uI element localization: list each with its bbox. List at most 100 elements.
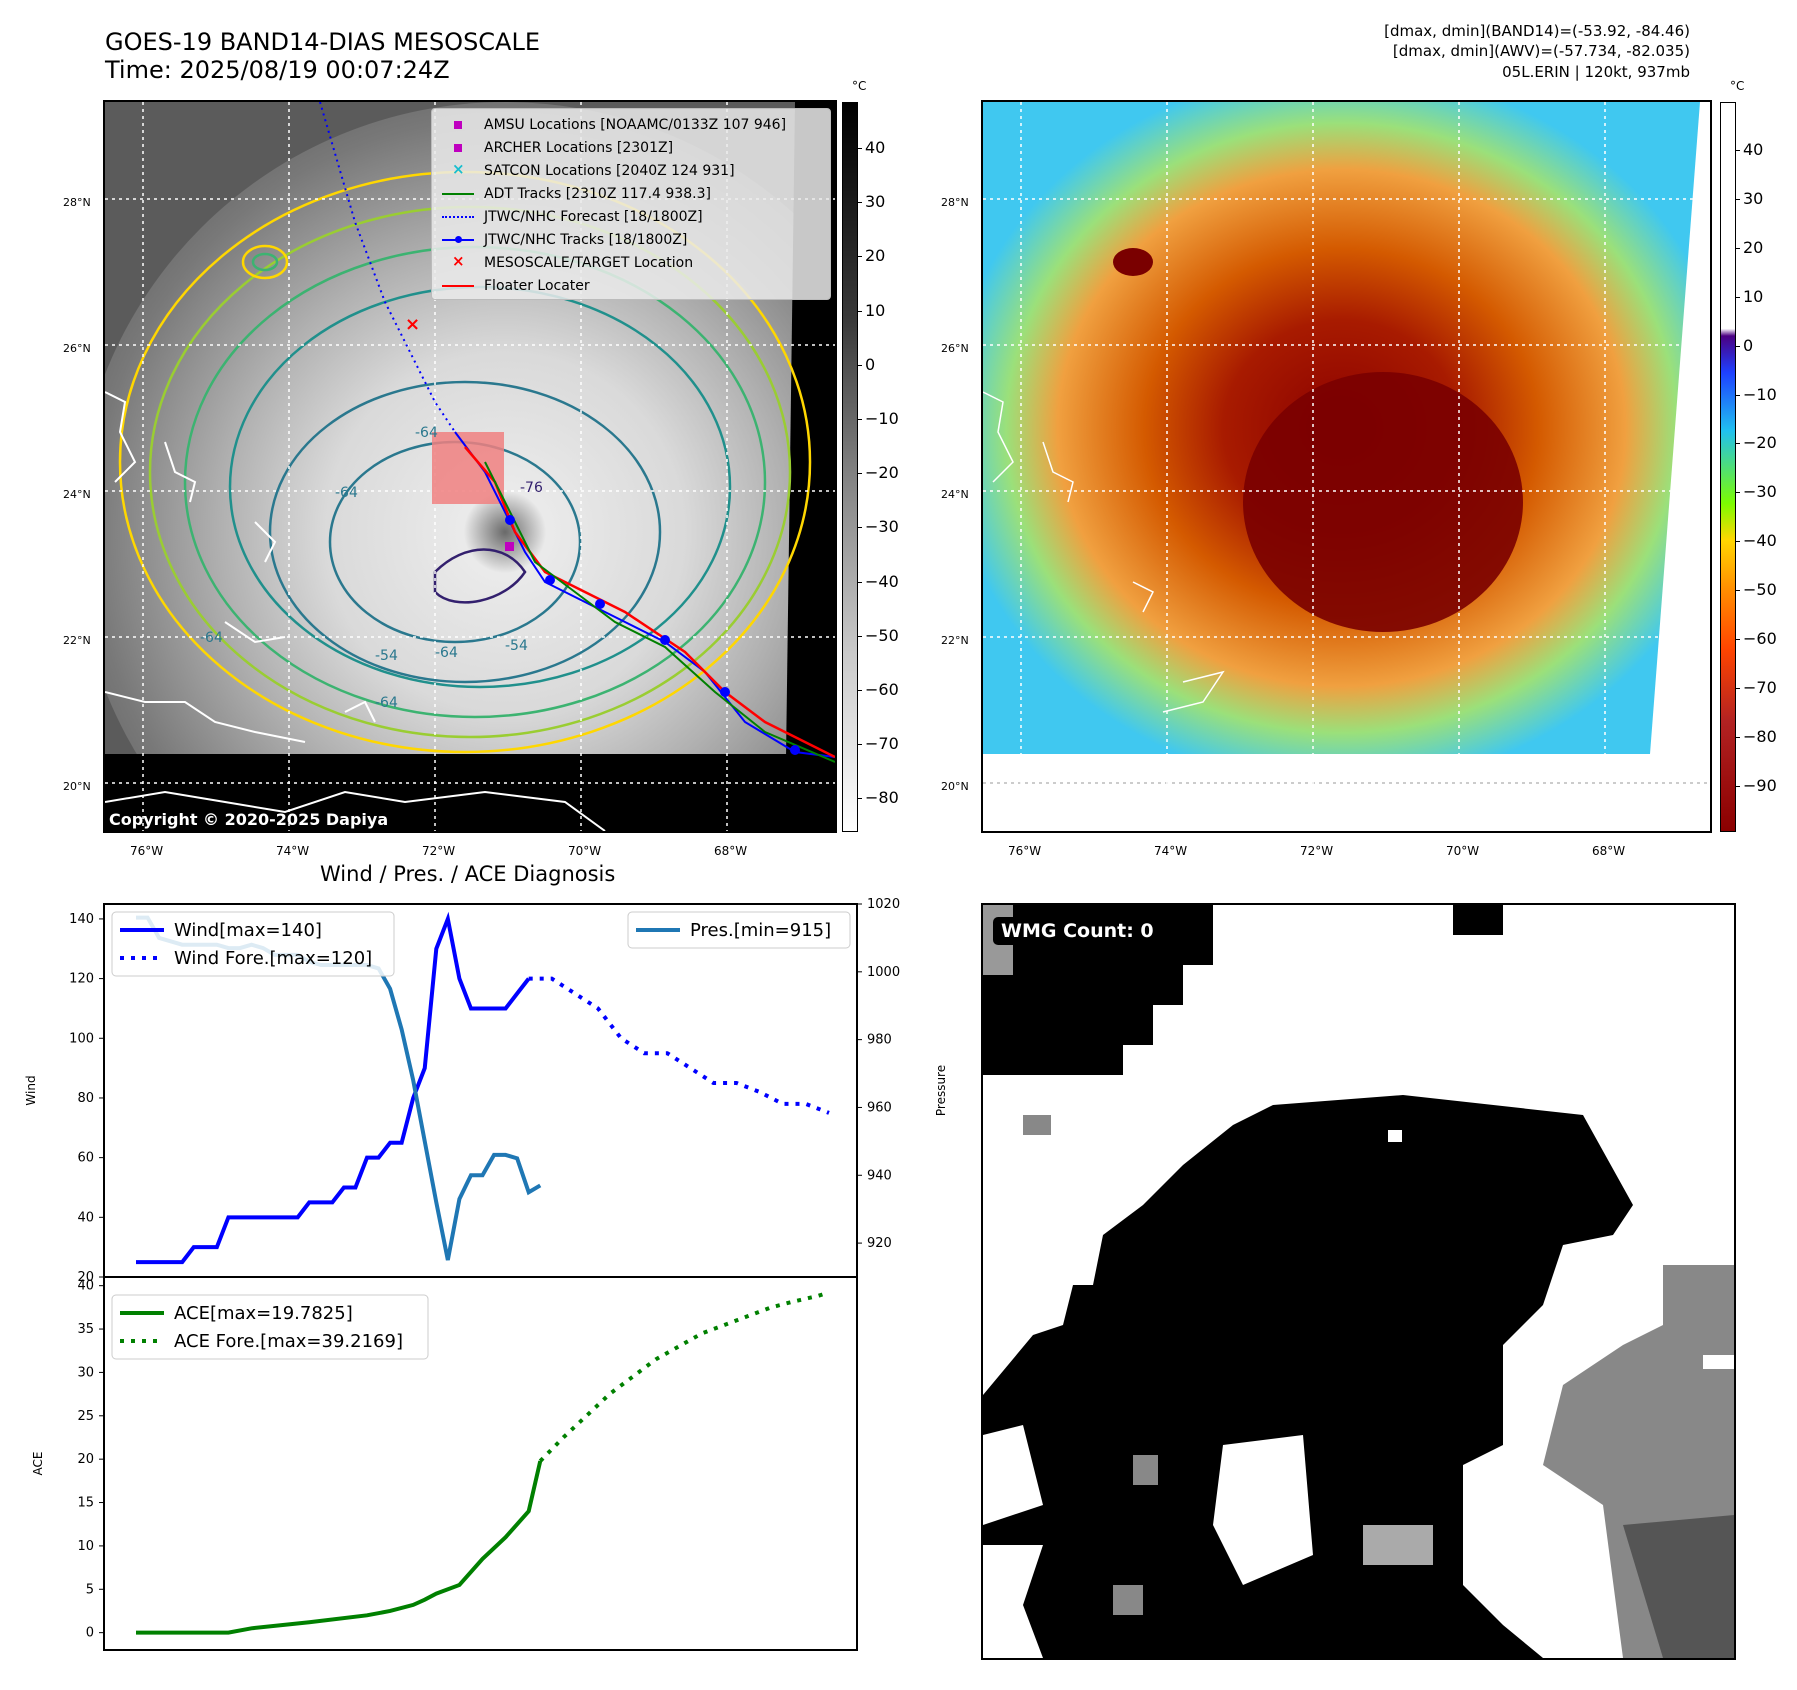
legend-marker [442, 278, 476, 294]
contour-label: -64 [435, 645, 458, 661]
lat-label: 20°N [941, 780, 969, 793]
y-tick-label: 15 [77, 1496, 94, 1511]
lon-label: 72°W [1300, 844, 1334, 858]
lon-label: 74°W [1154, 844, 1188, 858]
lat-label: 22°N [941, 634, 969, 647]
lon-label: 70°W [568, 844, 602, 858]
y-right-tick-label: 980 [867, 1033, 892, 1048]
legend-item: × MESOSCALE/TARGET Location [442, 252, 693, 273]
colorbar-tick [857, 419, 862, 420]
svg-text:×: × [405, 314, 420, 335]
legend-label: JTWC/NHC Tracks [18/1800Z] [484, 232, 688, 248]
lon-label: 72°W [422, 844, 456, 858]
lat-label: 20°N [63, 780, 91, 793]
legend-marker: × [452, 160, 465, 178]
copyright: Copyright © 2020-2025 Dapiya [109, 810, 389, 829]
legend-label: ACE Fore.[max=39.2169] [174, 1331, 403, 1352]
contour-label: -54 [505, 638, 528, 654]
colorbar-tick-label: −50 [1743, 580, 1777, 600]
series-line-0 [136, 911, 531, 1265]
figure-time: Time: 2025/08/19 00:07:24Z [105, 56, 450, 84]
colorbar-tick [857, 635, 862, 637]
lon-label: 70°W [1446, 844, 1480, 858]
y-tick-label: 5 [86, 1582, 94, 1597]
colorbar-tick [1735, 639, 1740, 640]
diagnosis-chart: 2040608010012014092094096098010001020Win… [24, 897, 948, 1651]
colorbar-tick [857, 744, 862, 746]
diagnosis-title: Wind / Pres. / ACE Diagnosis [320, 862, 616, 886]
ir-map-panel: × -64 -76 -64 -64 -54 -64 -64 -54 AMSU L… [103, 100, 837, 833]
contour-label: -54 [375, 648, 398, 664]
legend-label: Wind Fore.[max=120] [174, 948, 372, 969]
colorbar-tick-label: −80 [865, 788, 899, 808]
colorbar-color [1720, 102, 1736, 832]
colorbar-tick-label: −80 [1743, 726, 1777, 746]
colorbar-tick [857, 202, 862, 204]
lat-label: 22°N [63, 634, 91, 647]
y-right-tick-label: 940 [867, 1168, 892, 1183]
y-tick-label: 100 [69, 1031, 94, 1046]
legend-item: × SATCON Locations [2040Z 124 931] [442, 160, 735, 181]
lat-label: 24°N [941, 488, 969, 501]
colorbar-tick [1735, 492, 1740, 494]
colorbar-tick [857, 581, 862, 583]
legend-item: JTWC/NHC Forecast [18/1800Z] [442, 207, 703, 227]
legend-marker: × [452, 252, 465, 270]
colorbar-tick-label: −40 [1743, 531, 1777, 551]
colorbar-tick-label: −30 [1743, 482, 1777, 502]
colorbar-tick [1735, 736, 1740, 738]
y-tick-label: 40 [77, 1210, 94, 1225]
lon-label: 68°W [1592, 844, 1626, 858]
wmg-count-label: WMG Count: 0 [993, 917, 1162, 945]
chart-legend [111, 911, 395, 977]
wmg-panel: WMG Count: 0 [981, 903, 1736, 1660]
legend-label: JTWC/NHC Forecast [18/1800Z] [484, 209, 703, 225]
stats-awv: [dmax, dmin](AWV)=(-57.734, -82.035) [1392, 42, 1690, 60]
colorbar-tick-label: 40 [1743, 140, 1764, 159]
colorbar-tick [1735, 296, 1740, 298]
contour-label: -76 [520, 480, 543, 496]
y-tick-label: 20 [77, 1270, 94, 1285]
legend-label: Pres.[min=915] [690, 920, 831, 941]
colorbar-tick [1735, 785, 1740, 787]
colorbar-tick [1735, 541, 1740, 543]
awv-map-canvas [983, 102, 1710, 831]
colorbar-gray [842, 102, 858, 832]
awv-map-panel [981, 100, 1712, 833]
y-tick-label: 140 [69, 912, 94, 927]
colorbar-unit-color: °C [1730, 79, 1745, 93]
chart-legend [111, 1294, 429, 1360]
contour-label: -64 [335, 485, 358, 501]
colorbar-tick-label: −40 [865, 571, 899, 591]
legend-item: AMSU Locations [NOAAMC/0133Z 107 946] [442, 115, 786, 135]
colorbar-tick-label: 40 [865, 138, 886, 157]
colorbar-tick [1735, 198, 1740, 200]
colorbar-tick-label: 20 [1743, 237, 1764, 257]
legend-label: Floater Locater [484, 278, 590, 294]
chart-legend [627, 911, 851, 949]
map-legend: AMSU Locations [NOAAMC/0133Z 107 946] ARC… [431, 108, 831, 300]
lat-label: 28°N [63, 196, 91, 209]
legend-item: ARCHER Locations [2301Z] [442, 138, 673, 158]
lon-label: 68°W [714, 844, 748, 858]
colorbar-tick-label: 30 [865, 192, 886, 212]
colorbar-tick [857, 364, 862, 366]
colorbar-tick-label: 10 [865, 300, 886, 320]
y-tick-label: 40 [77, 1279, 94, 1294]
y-tick-label: 30 [77, 1365, 94, 1380]
colorbar-tick [1735, 394, 1740, 396]
ace-series-line-0 [136, 1460, 543, 1635]
colorbar-tick-label: −90 [1743, 775, 1777, 795]
colorbar-tick-label: −60 [1743, 629, 1777, 648]
colorbar-tick [1735, 345, 1740, 347]
stats-band14: [dmax, dmin](BAND14)=(-53.92, -84.46) [1384, 22, 1690, 40]
y-tick-label: 25 [77, 1409, 94, 1424]
legend-marker [442, 140, 476, 156]
lon-label: 74°W [276, 844, 310, 858]
storm-info: 05L.ERIN | 120kt, 937mb [1502, 63, 1690, 81]
legend-marker [442, 232, 476, 248]
legend-label: Wind[max=140] [174, 920, 322, 941]
contour-label: -64 [200, 630, 223, 646]
colorbar-tick-label: −20 [865, 463, 899, 483]
colorbar-tick-label: 20 [865, 246, 886, 266]
